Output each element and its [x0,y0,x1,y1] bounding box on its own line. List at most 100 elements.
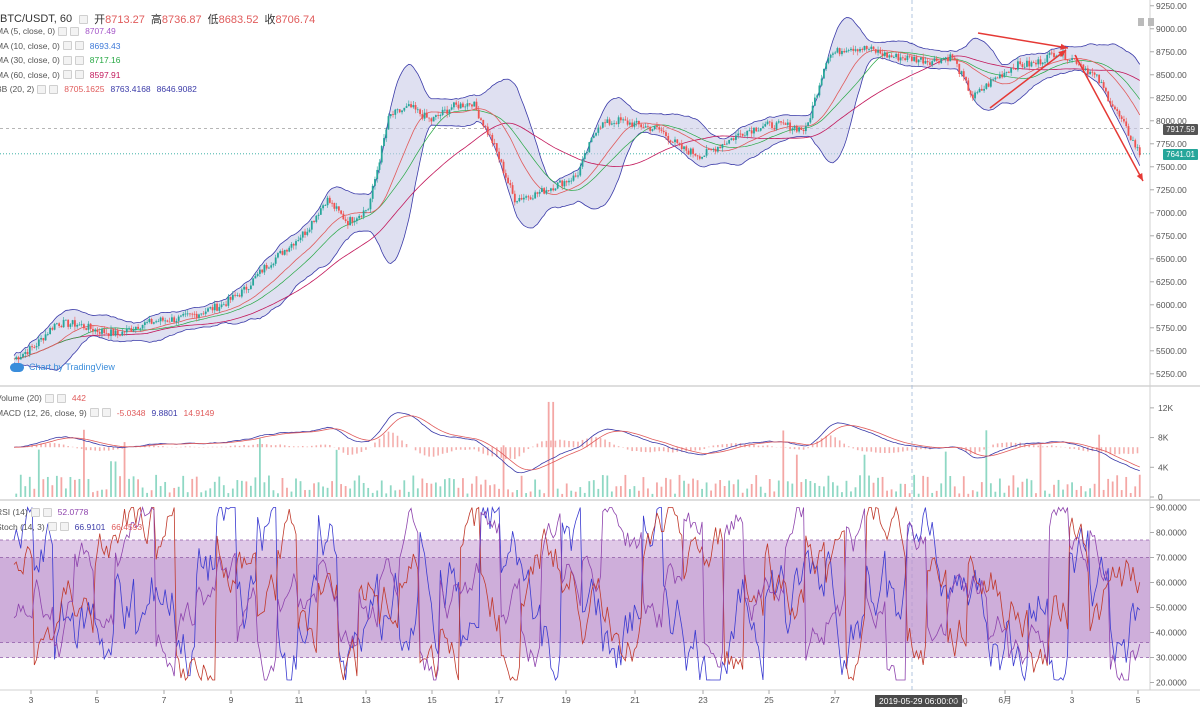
volume-bar [935,490,938,497]
volume-bar [380,480,383,497]
settings-icon[interactable] [62,41,72,50]
volume-bar [1107,478,1110,497]
macd-histogram-bar [473,447,476,450]
volume-bar [92,492,94,497]
volume-bar [777,480,780,497]
candle-body [342,213,345,220]
close-icon[interactable] [74,41,84,50]
volume-bar [574,491,577,497]
candle-body [789,122,791,131]
macd-histogram-bar [978,447,981,452]
candle-body [71,320,74,325]
candle-body [157,321,160,323]
candle-body [207,308,209,312]
x-tick-label: 13 [361,695,371,705]
candle-body [1017,61,1019,70]
main-legend-row: MA (10, close, 0) 8693.43 [0,39,121,53]
candle-body [49,327,51,335]
scroll-left-icon[interactable] [1138,18,1144,26]
settings-icon[interactable] [47,522,57,531]
volume-bar [723,486,726,497]
candle-body [1098,74,1101,83]
stoch-d-line [13,505,1141,682]
volume-bar [683,480,685,497]
macd-histogram-bar [446,447,448,453]
close-icon[interactable] [56,393,66,403]
volume-bar [416,488,419,497]
macd-histogram-bar [320,444,322,448]
volume-bar [529,491,532,497]
volume-bar [836,485,839,497]
volume-bar [1102,489,1105,497]
candle-body [46,334,49,335]
macd-histogram-bar [771,446,773,448]
close-icon[interactable] [101,408,111,417]
candle-body [516,201,518,203]
close-icon[interactable] [70,26,80,36]
candle-body [477,109,480,119]
close-icon[interactable] [59,522,69,531]
macd-histogram-bar [811,444,814,448]
trend-arrow-3-head [1136,173,1143,181]
indicator-name: Volume (20) [0,393,42,403]
settings-icon[interactable] [58,26,68,36]
candle-body [917,59,920,63]
candle-body [85,328,88,330]
candle-body [870,46,873,49]
candle-body [484,126,487,127]
candle-body [249,285,252,290]
candle-body [110,329,112,337]
symbol-label: BTC/USDT, 60 [0,13,73,25]
macd-histogram-bar [347,447,349,455]
settings-icon[interactable] [62,55,72,65]
candle-body [1050,52,1053,54]
candle-body [985,83,988,89]
candle-body [498,151,500,160]
candle-body [306,231,309,235]
close-icon[interactable] [49,84,59,94]
volume-bar [1012,475,1015,497]
hide-button[interactable] [79,14,89,24]
volume-bar [890,489,893,497]
candle-body [965,77,967,81]
macd-histogram-bar [310,445,313,448]
candle-body [193,313,196,315]
x-tick-label: 23 [698,695,708,705]
settings-icon[interactable] [44,393,54,403]
candle-body [949,54,952,62]
candle-body [1132,140,1134,141]
candle-body [1007,71,1010,73]
candle-body [204,311,207,314]
macd-histogram-bar [365,447,367,450]
candle-body [859,48,861,52]
scroll-right-icon[interactable] [1148,18,1154,26]
candle-body [455,102,458,105]
candle-body [782,122,785,124]
volume-bar [998,478,1001,497]
candle-body [554,188,557,191]
candle-body [482,119,485,127]
candle-body [491,134,494,143]
volume-bar [899,483,902,497]
settings-icon[interactable] [89,408,99,417]
candle-body [407,104,410,107]
settings-icon[interactable] [37,84,47,94]
x-tick-label: 3 [1070,695,1075,705]
volume-bar [245,481,248,497]
volume-bar [791,483,794,497]
close-icon[interactable] [42,507,52,517]
candle-body [841,51,843,55]
candle-body [766,121,769,124]
candle-body [290,243,293,248]
macd-histogram-bar [766,445,769,448]
settings-icon[interactable] [62,70,72,79]
close-icon[interactable] [74,70,84,79]
candle-body [759,128,762,131]
close-icon[interactable] [74,55,84,65]
macd-histogram-bar [58,443,60,448]
candle-body [1005,71,1008,73]
tradingview-watermark[interactable]: Chart by TradingView [10,362,115,372]
indicator-name: MA (5, close, 0) [0,26,56,36]
settings-icon[interactable] [30,507,40,517]
